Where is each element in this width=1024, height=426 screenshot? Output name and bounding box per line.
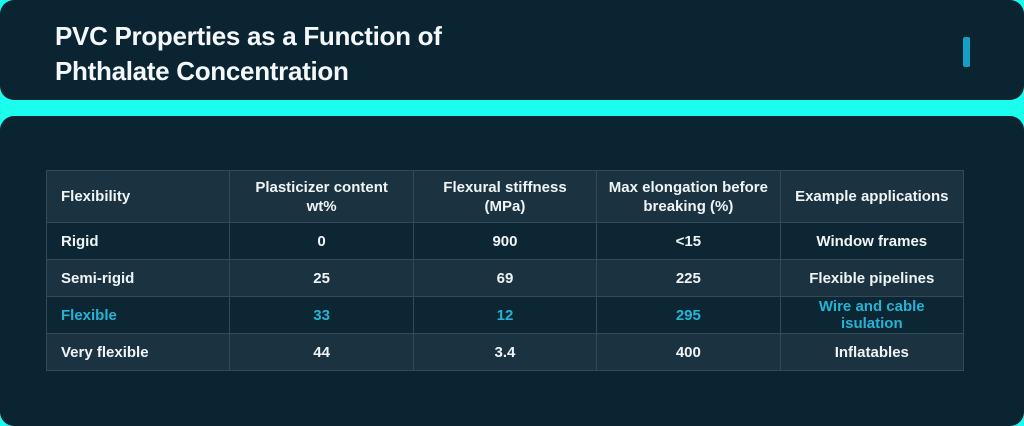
page-title: PVC Properties as a Function of Phthalat… [55,19,442,89]
column-header-flexibility: Flexibility [45,170,231,223]
table-cell: 44 [229,333,414,371]
column-header-flexural-stiffness: Flexural stiffness (MPa) [412,170,598,223]
table-cell: 3.4 [412,333,598,371]
table-row: Semi-rigid 25 69 225 Flexible pipelines [45,259,965,297]
page-title-line1: PVC Properties as a Function of [55,21,442,51]
table-card: Flexibility Plasticizer content wt% Flex… [0,116,1024,426]
table-cell: Very flexible [45,333,231,371]
pvc-properties-table: Flexibility Plasticizer content wt% Flex… [45,170,965,371]
table-header-row: Flexibility Plasticizer content wt% Flex… [45,170,965,223]
table-cell: Inflatables [779,333,965,371]
table-cell: Rigid [45,222,231,260]
table-cell: 69 [412,259,598,297]
table-cell: 400 [596,333,781,371]
table-body: Rigid 0 900 <15 Window frames Semi-rigid 25 69 2… [45,222,965,371]
table-cell: Wire and cable isulation [779,296,965,334]
table-row: Very flexible 44 3.4 400 Inflatables [45,333,965,371]
table-cell: Flexible [45,296,231,334]
table-row: Rigid 0 900 <15 Window frames [45,222,965,260]
page-title-line2: Phthalate Concentration [55,56,349,86]
table-cell: 25 [229,259,414,297]
table-cell: 0 [229,222,414,260]
table-cell: 295 [596,296,781,334]
table-cell: 33 [229,296,414,334]
column-header-example-applications: Example applications [779,170,965,223]
table-cell: <15 [596,222,781,260]
table-row: Flexible 33 12 295 Wire and cable isulation [45,296,965,334]
accent-bar [963,37,970,67]
table-cell: Semi-rigid [45,259,231,297]
table-header: Flexibility Plasticizer content wt% Flex… [45,170,965,223]
title-card: PVC Properties as a Function of Phthalat… [0,0,1024,100]
table-cell: 225 [596,259,781,297]
table-cell: Flexible pipelines [779,259,965,297]
column-header-plasticizer-content: Plasticizer content wt% [229,170,414,223]
table-cell: Window frames [779,222,965,260]
table-cell: 12 [412,296,598,334]
column-header-max-elongation: Max elongation before breaking (%) [596,170,781,223]
table-cell: 900 [412,222,598,260]
